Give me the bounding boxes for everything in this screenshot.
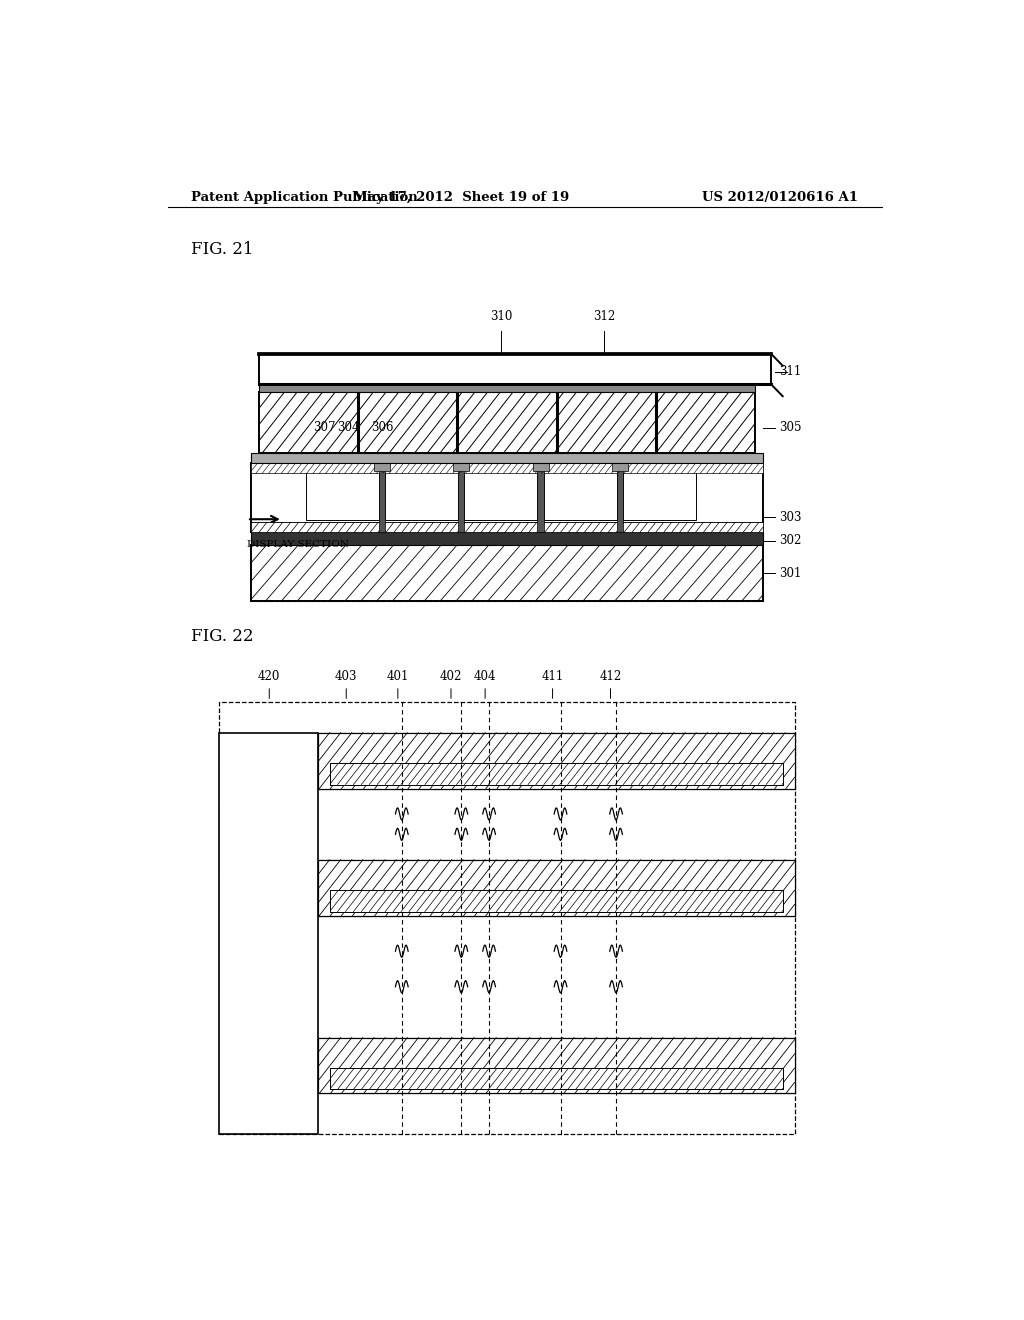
- Text: 310: 310: [489, 310, 512, 323]
- Text: 420: 420: [258, 669, 281, 682]
- Bar: [306, 471, 379, 520]
- Bar: [331, 763, 782, 784]
- Text: DISPLAY SECTION: DISPLAY SECTION: [247, 540, 349, 549]
- Bar: [532, 463, 549, 471]
- Bar: [318, 1038, 795, 1093]
- Text: 307: 307: [313, 421, 336, 434]
- Text: 412: 412: [599, 669, 622, 682]
- Bar: [465, 471, 538, 520]
- Bar: [251, 463, 763, 474]
- Text: 306: 306: [371, 421, 393, 434]
- Text: 304: 304: [337, 421, 359, 434]
- Text: FIG. 22: FIG. 22: [191, 627, 254, 644]
- Text: 411: 411: [542, 669, 563, 682]
- Bar: [251, 463, 763, 532]
- Bar: [616, 463, 624, 532]
- Text: 302: 302: [779, 535, 801, 546]
- Bar: [624, 471, 696, 520]
- Text: 403: 403: [335, 669, 357, 682]
- Text: 301: 301: [779, 566, 801, 579]
- Text: US 2012/0120616 A1: US 2012/0120616 A1: [702, 190, 858, 203]
- Text: 303: 303: [779, 511, 801, 524]
- Bar: [219, 733, 318, 1134]
- Text: 311: 311: [779, 366, 801, 379]
- Text: 312: 312: [593, 310, 615, 323]
- Bar: [331, 1068, 782, 1089]
- Bar: [544, 471, 616, 520]
- Bar: [251, 523, 763, 532]
- Bar: [318, 859, 795, 916]
- Bar: [251, 453, 763, 463]
- Bar: [385, 471, 458, 520]
- Text: 404: 404: [474, 669, 497, 682]
- Bar: [331, 763, 782, 784]
- Bar: [331, 890, 782, 912]
- Bar: [458, 463, 465, 532]
- Text: 401: 401: [387, 669, 409, 682]
- Bar: [318, 1038, 795, 1093]
- Bar: [259, 392, 755, 453]
- Bar: [538, 463, 544, 532]
- Bar: [379, 463, 385, 532]
- Bar: [454, 463, 469, 471]
- Text: Patent Application Publication: Patent Application Publication: [191, 190, 418, 203]
- Text: FIG. 21: FIG. 21: [191, 242, 254, 259]
- Bar: [251, 545, 763, 601]
- Bar: [259, 354, 771, 384]
- Bar: [331, 1068, 782, 1089]
- Bar: [318, 859, 795, 916]
- Bar: [612, 463, 628, 471]
- Text: 305: 305: [779, 421, 801, 434]
- Bar: [259, 384, 755, 392]
- Text: 402: 402: [439, 669, 462, 682]
- Bar: [318, 733, 795, 788]
- Bar: [374, 463, 390, 471]
- Bar: [219, 702, 795, 1134]
- Bar: [318, 733, 795, 788]
- Bar: [331, 890, 782, 912]
- Bar: [251, 532, 763, 545]
- Text: May 17, 2012  Sheet 19 of 19: May 17, 2012 Sheet 19 of 19: [353, 190, 569, 203]
